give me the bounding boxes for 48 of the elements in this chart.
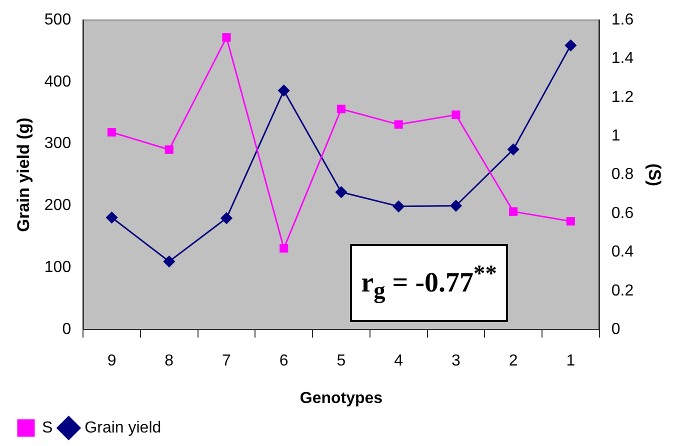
x-tick-label: 4 (394, 352, 404, 370)
y-tick-label: 500 (44, 11, 72, 28)
y-tick-label: 100 (44, 259, 72, 276)
point (336, 104, 346, 114)
point (164, 145, 174, 154)
point (106, 212, 118, 224)
x-tick-label: 8 (164, 352, 174, 370)
point (392, 200, 404, 212)
y-tick-label: 0 (62, 321, 72, 338)
point (278, 84, 290, 96)
point (220, 212, 232, 224)
y-tick-label: 300 (44, 135, 72, 152)
point (452, 110, 460, 120)
point (566, 216, 575, 226)
point (335, 186, 347, 198)
y2-tick-label: 0.2 (611, 282, 634, 300)
y2-tick-label: 0 (611, 321, 620, 338)
y-axis-title: Grain yield (g) (14, 118, 33, 232)
point (222, 33, 231, 42)
x-tick-label: 2 (508, 352, 518, 370)
x-tick-label: 7 (222, 352, 232, 370)
x-tick-label: 3 (452, 352, 460, 370)
point (107, 128, 116, 137)
x-tick-label: 6 (279, 352, 288, 370)
y2-axis-title: (S) (645, 163, 664, 186)
y2-tick-label: 1.4 (611, 50, 634, 68)
y2-tick-label: 1.2 (611, 88, 634, 106)
y2-tick-label: 0.6 (611, 204, 634, 222)
y-tick-label: 200 (44, 197, 72, 214)
y2-tick-label: 1.6 (611, 11, 634, 28)
point (394, 120, 403, 129)
point (450, 200, 462, 212)
point (280, 244, 288, 253)
x-axis-title: Genotypes (300, 390, 383, 407)
annotation: r$_{g}$ = -0.77$^{**}$ (361, 261, 497, 305)
y2-tick-label: 1 (611, 128, 620, 145)
point (564, 40, 576, 52)
legend-label: S (42, 419, 53, 436)
y2-tick-label: 0.4 (611, 244, 634, 261)
point (163, 256, 175, 268)
y2-tick-label: 0.8 (611, 166, 634, 184)
x-tick-label: 1 (566, 352, 576, 370)
point (508, 144, 520, 156)
y-tick-label: 400 (44, 73, 72, 90)
point (509, 207, 518, 216)
x-tick-label: 5 (336, 352, 346, 370)
legend-label: Grain yield (84, 419, 162, 436)
x-tick-label: 9 (107, 352, 116, 370)
